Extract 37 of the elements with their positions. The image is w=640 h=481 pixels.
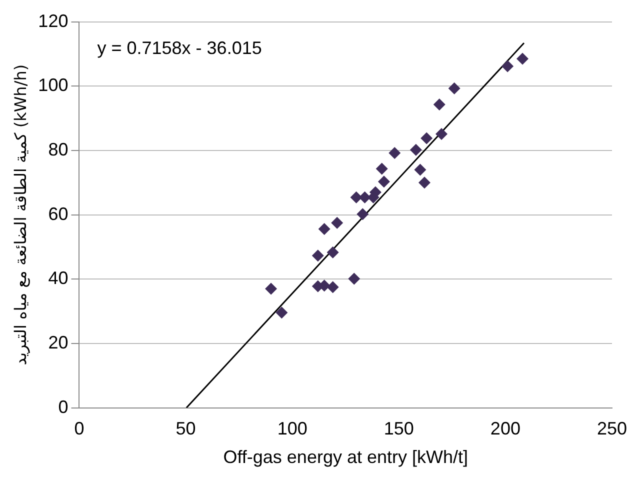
point xyxy=(433,98,446,110)
x-tick-label: 0 xyxy=(74,418,84,439)
y-tick-label: 120 xyxy=(38,10,68,31)
y-tick-label: 100 xyxy=(38,75,68,96)
x-tick-label: 50 xyxy=(176,418,196,439)
point xyxy=(356,208,369,220)
point xyxy=(388,147,401,160)
point xyxy=(414,164,426,176)
x-axis-title: Off-gas energy at entry [kWh/t] xyxy=(223,447,468,468)
y-axis-title: كمية الطاقة الضائعة مع مياه التبريد (kWh/h) xyxy=(10,64,30,366)
point xyxy=(418,176,430,189)
x-tick-label: 200 xyxy=(490,418,520,439)
point xyxy=(410,144,422,156)
point xyxy=(318,222,330,235)
point xyxy=(326,281,339,294)
point xyxy=(312,250,324,262)
x-tick-label: 250 xyxy=(596,418,628,439)
y-tick-label: 80 xyxy=(48,139,68,160)
point xyxy=(376,162,388,175)
x-tick-label: 150 xyxy=(384,418,414,439)
point xyxy=(265,282,278,295)
point xyxy=(448,82,460,94)
point xyxy=(420,132,433,144)
point xyxy=(502,60,514,72)
y-tick-label: 60 xyxy=(48,204,68,224)
point xyxy=(276,306,288,319)
x-tick-label: 100 xyxy=(277,418,308,439)
point xyxy=(348,272,360,285)
y-tick-label: 40 xyxy=(48,268,68,288)
point xyxy=(516,52,528,65)
point xyxy=(326,246,339,258)
y-tick-label: 0 xyxy=(58,396,68,417)
point xyxy=(436,128,448,140)
point xyxy=(331,216,344,229)
y-tick-label: 20 xyxy=(48,332,68,352)
annotation: y = 0.7158x - 36.015 xyxy=(97,38,262,58)
point xyxy=(378,176,390,188)
